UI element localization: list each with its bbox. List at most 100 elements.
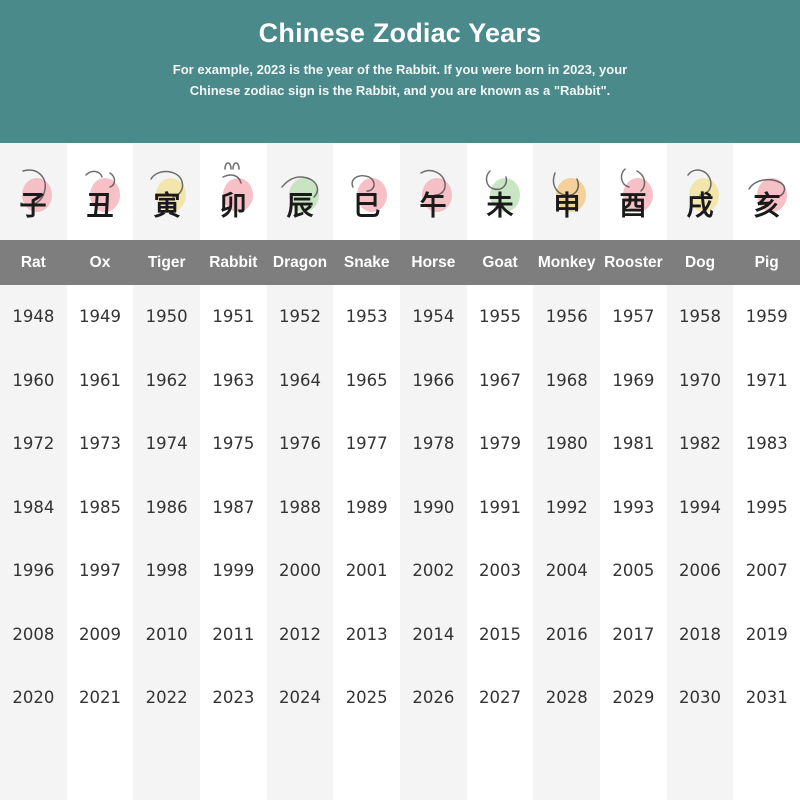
year-cell[interactable]: 2000 (267, 539, 334, 603)
zodiac-icon-cell[interactable]: 未 (467, 143, 534, 240)
year-cell[interactable]: 2015 (467, 603, 534, 667)
year-cell[interactable]: 1975 (200, 412, 267, 476)
year-cell[interactable]: 1977 (333, 412, 400, 476)
zodiac-icon-cell[interactable]: 戌 (667, 143, 734, 240)
zodiac-icon-cell[interactable]: 子 (0, 143, 67, 240)
year-cell[interactable]: 1950 (133, 285, 200, 349)
zodiac-label-cell-dragon[interactable]: Dragon (267, 240, 334, 285)
year-cell[interactable]: 2031 (733, 666, 800, 730)
year-cell[interactable]: 2018 (667, 603, 734, 667)
year-cell[interactable]: 1997 (67, 539, 134, 603)
zodiac-label-cell-snake[interactable]: Snake (333, 240, 400, 285)
year-cell[interactable]: 2014 (400, 603, 467, 667)
year-cell[interactable]: 2024 (267, 666, 334, 730)
year-cell[interactable]: 1948 (0, 285, 67, 349)
year-cell[interactable]: 1992 (533, 476, 600, 540)
year-cell[interactable]: 1959 (733, 285, 800, 349)
year-cell[interactable]: 1951 (200, 285, 267, 349)
year-cell[interactable]: 2017 (600, 603, 667, 667)
zodiac-icon-cell[interactable]: 亥 (733, 143, 800, 240)
zodiac-label-cell-pig[interactable]: Pig (733, 240, 800, 285)
year-cell[interactable]: 2006 (667, 539, 734, 603)
year-cell[interactable]: 2009 (67, 603, 134, 667)
year-cell[interactable]: 1986 (133, 476, 200, 540)
year-cell[interactable]: 1965 (333, 349, 400, 413)
zodiac-icon-cell[interactable]: 寅 (133, 143, 200, 240)
year-cell[interactable]: 1953 (333, 285, 400, 349)
year-cell[interactable]: 2025 (333, 666, 400, 730)
zodiac-label-cell-dog[interactable]: Dog (667, 240, 734, 285)
year-cell[interactable]: 1976 (267, 412, 334, 476)
year-cell[interactable]: 1970 (667, 349, 734, 413)
zodiac-icon-cell[interactable]: 午 (400, 143, 467, 240)
year-cell[interactable]: 2027 (467, 666, 534, 730)
year-cell[interactable]: 2013 (333, 603, 400, 667)
year-cell[interactable]: 1960 (0, 349, 67, 413)
year-cell[interactable]: 1958 (667, 285, 734, 349)
year-cell[interactable]: 2010 (133, 603, 200, 667)
year-cell[interactable]: 1990 (400, 476, 467, 540)
year-cell[interactable]: 2028 (533, 666, 600, 730)
year-cell[interactable]: 2022 (133, 666, 200, 730)
zodiac-label-cell-rat[interactable]: Rat (0, 240, 67, 285)
year-cell[interactable]: 2003 (467, 539, 534, 603)
zodiac-label-cell-tiger[interactable]: Tiger (133, 240, 200, 285)
year-cell[interactable]: 2007 (733, 539, 800, 603)
year-cell[interactable]: 1954 (400, 285, 467, 349)
year-cell[interactable]: 2005 (600, 539, 667, 603)
year-cell[interactable]: 2030 (667, 666, 734, 730)
year-cell[interactable]: 1971 (733, 349, 800, 413)
year-cell[interactable]: 2001 (333, 539, 400, 603)
year-cell[interactable]: 1964 (267, 349, 334, 413)
zodiac-label-cell-ox[interactable]: Ox (67, 240, 134, 285)
year-cell[interactable]: 2019 (733, 603, 800, 667)
year-cell[interactable]: 2008 (0, 603, 67, 667)
year-cell[interactable]: 1956 (533, 285, 600, 349)
year-cell[interactable]: 2012 (267, 603, 334, 667)
year-cell[interactable]: 1991 (467, 476, 534, 540)
year-cell[interactable]: 1987 (200, 476, 267, 540)
zodiac-label-cell-rabbit[interactable]: Rabbit (200, 240, 267, 285)
year-cell[interactable]: 2021 (67, 666, 134, 730)
zodiac-label-cell-horse[interactable]: Horse (400, 240, 467, 285)
zodiac-label-cell-monkey[interactable]: Monkey (533, 240, 600, 285)
year-cell[interactable]: 1988 (267, 476, 334, 540)
year-cell[interactable]: 1996 (0, 539, 67, 603)
year-cell[interactable]: 1984 (0, 476, 67, 540)
year-cell[interactable]: 1952 (267, 285, 334, 349)
zodiac-label-cell-goat[interactable]: Goat (467, 240, 534, 285)
year-cell[interactable]: 1999 (200, 539, 267, 603)
zodiac-icon-cell[interactable]: 酉 (600, 143, 667, 240)
year-cell[interactable]: 1957 (600, 285, 667, 349)
year-cell[interactable]: 1995 (733, 476, 800, 540)
year-cell[interactable]: 1967 (467, 349, 534, 413)
year-cell[interactable]: 1978 (400, 412, 467, 476)
year-cell[interactable]: 1979 (467, 412, 534, 476)
zodiac-label-cell-rooster[interactable]: Rooster (600, 240, 667, 285)
year-cell[interactable]: 1966 (400, 349, 467, 413)
year-cell[interactable]: 2023 (200, 666, 267, 730)
year-cell[interactable]: 2020 (0, 666, 67, 730)
year-cell[interactable]: 1968 (533, 349, 600, 413)
zodiac-icon-cell[interactable]: 申 (533, 143, 600, 240)
year-cell[interactable]: 1994 (667, 476, 734, 540)
year-cell[interactable]: 1983 (733, 412, 800, 476)
year-cell[interactable]: 1955 (467, 285, 534, 349)
year-cell[interactable]: 1993 (600, 476, 667, 540)
year-cell[interactable]: 2011 (200, 603, 267, 667)
year-cell[interactable]: 2026 (400, 666, 467, 730)
year-cell[interactable]: 2029 (600, 666, 667, 730)
year-cell[interactable]: 1972 (0, 412, 67, 476)
zodiac-icon-cell[interactable]: 卯 (200, 143, 267, 240)
zodiac-icon-cell[interactable]: 辰 (267, 143, 334, 240)
year-cell[interactable]: 1981 (600, 412, 667, 476)
year-cell[interactable]: 1973 (67, 412, 134, 476)
year-cell[interactable]: 2004 (533, 539, 600, 603)
zodiac-icon-cell[interactable]: 丑 (67, 143, 134, 240)
year-cell[interactable]: 1969 (600, 349, 667, 413)
year-cell[interactable]: 1985 (67, 476, 134, 540)
year-cell[interactable]: 1982 (667, 412, 734, 476)
zodiac-icon-cell[interactable]: 巳 (333, 143, 400, 240)
year-cell[interactable]: 1974 (133, 412, 200, 476)
year-cell[interactable]: 1989 (333, 476, 400, 540)
